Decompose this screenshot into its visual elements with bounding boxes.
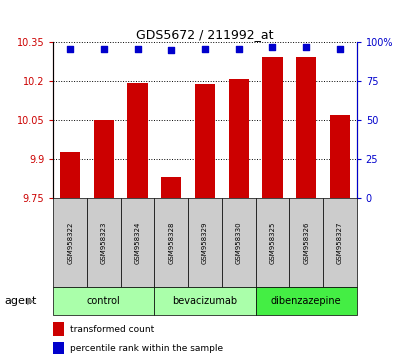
Text: GSM958327: GSM958327 xyxy=(336,221,342,264)
Text: GSM958326: GSM958326 xyxy=(302,221,308,264)
Point xyxy=(67,46,73,52)
Bar xyxy=(188,198,221,287)
Bar xyxy=(120,198,154,287)
Text: GSM958325: GSM958325 xyxy=(269,221,275,264)
Bar xyxy=(53,342,64,354)
Point xyxy=(168,47,174,53)
Text: ▶: ▶ xyxy=(27,296,34,306)
Bar xyxy=(127,83,147,198)
Text: GSM958324: GSM958324 xyxy=(134,221,140,264)
Bar xyxy=(329,115,349,198)
Bar xyxy=(228,79,248,198)
Bar xyxy=(295,57,315,198)
Text: bevacizumab: bevacizumab xyxy=(172,296,237,306)
Bar xyxy=(161,177,181,198)
Point xyxy=(235,46,241,52)
Point xyxy=(302,44,309,50)
Text: GSM958323: GSM958323 xyxy=(101,221,107,264)
Bar xyxy=(53,287,154,315)
Bar xyxy=(53,322,64,336)
Text: transformed count: transformed count xyxy=(70,325,154,334)
Bar xyxy=(322,198,356,287)
Bar xyxy=(221,198,255,287)
Text: percentile rank within the sample: percentile rank within the sample xyxy=(70,344,222,354)
Text: GSM958328: GSM958328 xyxy=(168,221,174,264)
Text: GSM958330: GSM958330 xyxy=(235,221,241,264)
Text: GSM958329: GSM958329 xyxy=(202,221,207,264)
Bar xyxy=(255,198,289,287)
Point xyxy=(268,44,275,50)
Point xyxy=(336,46,342,52)
Point xyxy=(134,46,141,52)
Text: GSM958322: GSM958322 xyxy=(67,221,73,264)
Bar xyxy=(94,120,114,198)
Bar xyxy=(60,152,80,198)
Bar xyxy=(262,57,282,198)
Text: agent: agent xyxy=(4,296,36,306)
Text: dibenzazepine: dibenzazepine xyxy=(270,296,341,306)
Bar xyxy=(154,287,255,315)
Bar xyxy=(194,84,215,198)
Point xyxy=(201,46,208,52)
Bar xyxy=(53,198,87,287)
Bar xyxy=(289,198,322,287)
Title: GDS5672 / 211992_at: GDS5672 / 211992_at xyxy=(136,28,273,41)
Bar xyxy=(87,198,120,287)
Text: control: control xyxy=(87,296,120,306)
Bar xyxy=(154,198,188,287)
Point xyxy=(100,46,107,52)
Bar xyxy=(255,287,356,315)
